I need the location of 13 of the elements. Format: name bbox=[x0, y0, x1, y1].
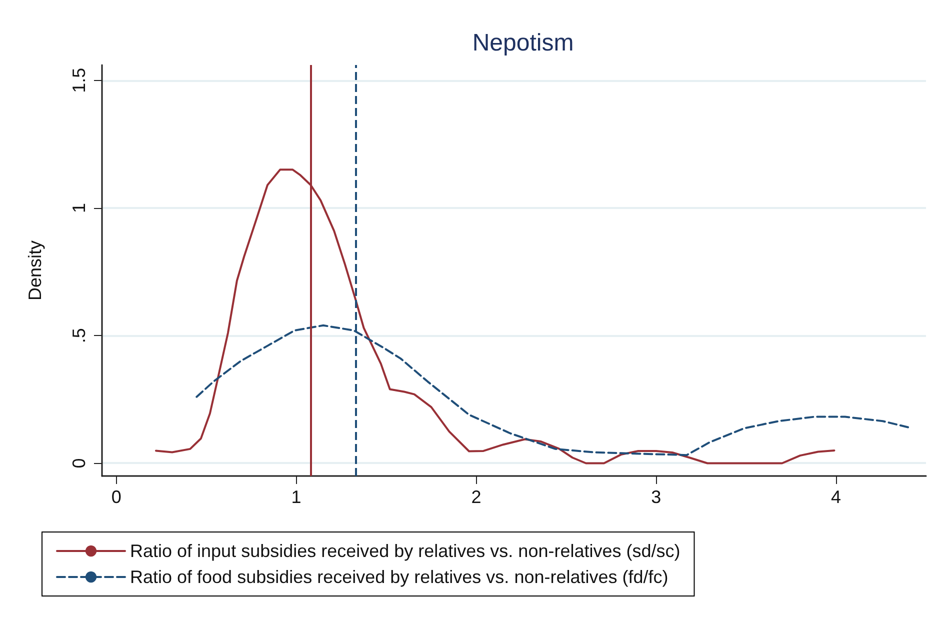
legend-label: Ratio of input subsidies received by relatives vs. non-relatives (sd/sc) bbox=[130, 541, 680, 561]
x-tick-label: 3 bbox=[651, 487, 662, 507]
legend-label: Ratio of food subsidies received by relatives vs. non-relatives (fd/fc) bbox=[130, 567, 668, 587]
x-tick-label: 0 bbox=[111, 487, 122, 507]
y-tick-label: 1 bbox=[69, 202, 89, 213]
y-tick-label: 0 bbox=[69, 458, 89, 468]
y-axis-title: Density bbox=[25, 240, 45, 301]
x-tick-label: 1 bbox=[291, 487, 302, 507]
y-tick-label: 1.5 bbox=[69, 68, 89, 93]
y-tick-label: .5 bbox=[69, 328, 89, 344]
chart-title: Nepotism bbox=[472, 30, 574, 56]
x-tick-label: 4 bbox=[831, 487, 842, 507]
x-tick-label: 2 bbox=[471, 487, 482, 507]
